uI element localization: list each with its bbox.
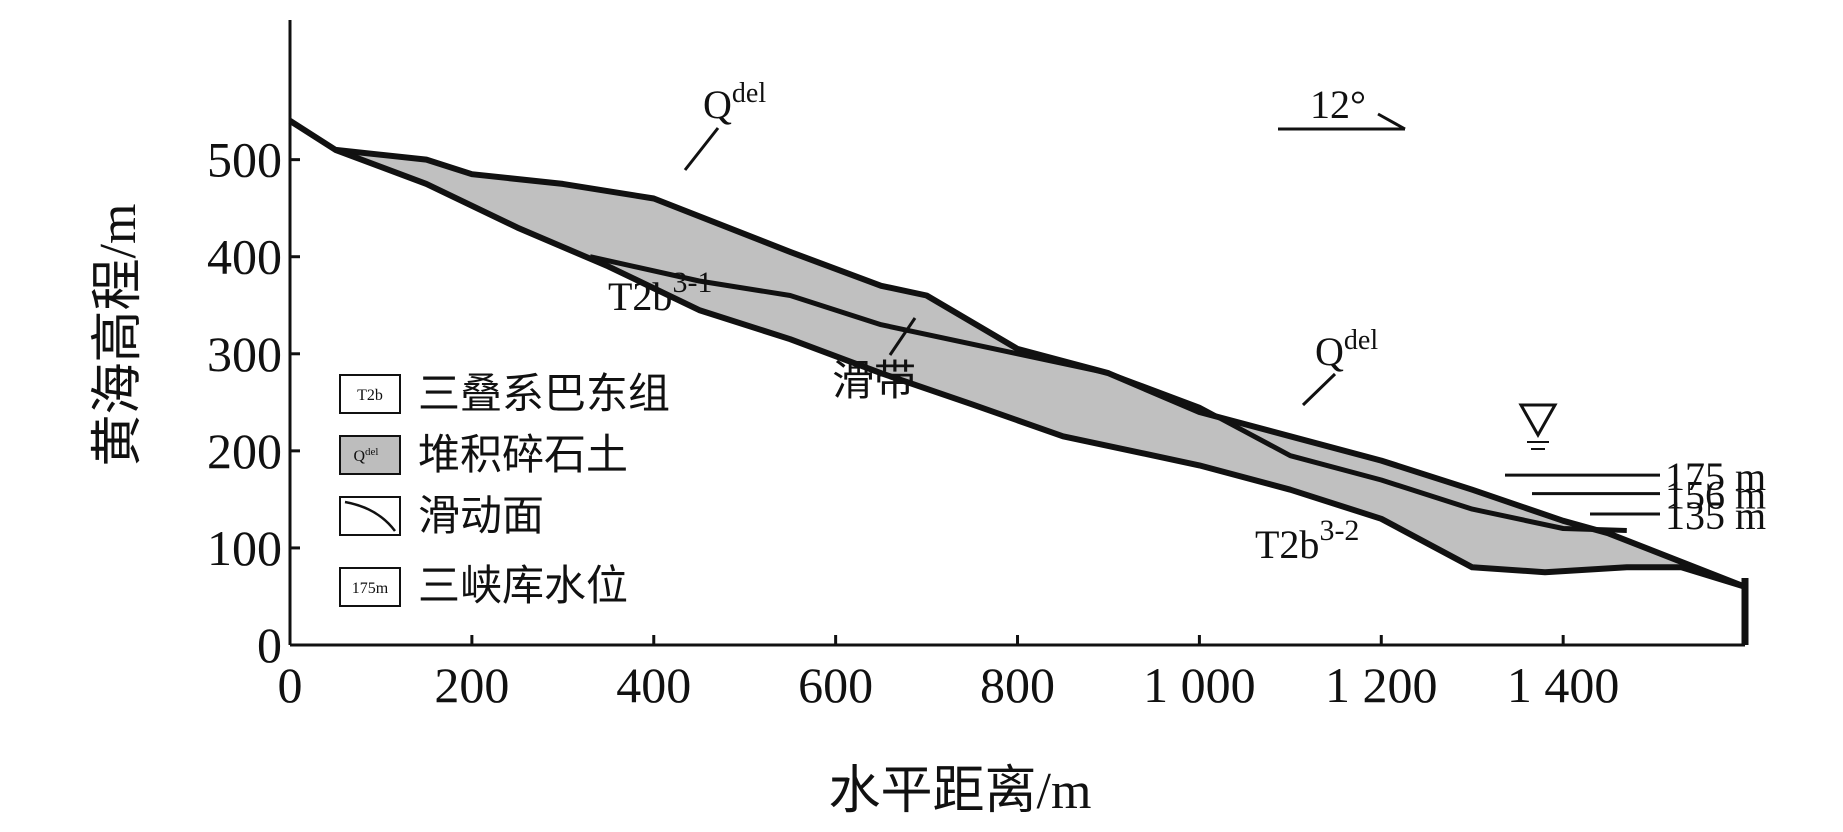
legend-label-water: 三峡库水位 — [418, 561, 628, 610]
legend: T2b 三叠系巴东组 Qdel 堆积碎石土 滑动面 175m 三峡库水位 — [339, 369, 670, 610]
svg-text:T2b3-2: T2b3-2 — [1255, 514, 1359, 567]
dip-indicator: 12° — [1278, 82, 1406, 131]
qdel-upper-leader — [683, 127, 720, 171]
y-tick-label: 500 — [207, 132, 282, 188]
qdel-lower-base: Q — [1315, 329, 1344, 374]
profile-lines — [288, 118, 1747, 590]
y-tick-label: 300 — [207, 326, 282, 382]
legend-item-water: 175m 三峡库水位 — [339, 561, 628, 610]
y-axis-title: 黄海高程/m — [90, 204, 147, 467]
x-tick-label: 600 — [798, 657, 873, 713]
x-tick-label: 800 — [980, 657, 1055, 713]
upper-slip-surface-line — [589, 254, 1627, 533]
deposit-layer — [335, 149, 1745, 587]
t2b32-label: T2b3-2 — [1255, 514, 1359, 567]
legend-symbol-175m: 175m — [352, 580, 389, 597]
deposit-polygon — [335, 149, 1745, 587]
qdel-upper-sup: del — [732, 78, 766, 109]
x-tick-label: 1 000 — [1143, 657, 1256, 713]
t2b31-sup: 3-1 — [672, 266, 712, 299]
slip-zone-leader — [888, 317, 917, 356]
dip-arrow-line — [1377, 112, 1406, 131]
legend-symbol-del: del — [365, 446, 378, 458]
t2b31-label: T2b3-1 — [608, 266, 712, 319]
qdel-lower-leader — [1301, 372, 1337, 407]
legend-item-slip: 滑动面 — [339, 491, 544, 540]
slip-curve-icon — [344, 500, 397, 532]
svg-text:Qdel: Qdel — [353, 446, 378, 465]
water-level-indicator — [1518, 403, 1558, 450]
legend-item-qdel: Qdel 堆积碎石土 — [339, 430, 628, 479]
t2b31-base: T2b — [608, 274, 672, 319]
x-tick-label: 0 — [278, 657, 303, 713]
t2b32-base: T2b — [1255, 522, 1319, 567]
ground-surface-line — [288, 118, 1747, 590]
legend-label-t2b: 三叠系巴东组 — [418, 369, 670, 418]
x-tick-label: 400 — [616, 657, 691, 713]
qdel-lower-sup: del — [1344, 325, 1378, 356]
svg-text:Qdel: Qdel — [1315, 325, 1378, 374]
qdel-upper-base: Q — [703, 82, 732, 127]
t2b32-sup: 3-2 — [1319, 514, 1359, 547]
legend-symbol-t2b: T2b — [357, 387, 383, 404]
svg-text:Qdel: Qdel — [703, 78, 766, 127]
y-tick-label: 400 — [207, 229, 282, 285]
y-tick-label: 100 — [207, 520, 282, 576]
dip-text: 12° — [1310, 82, 1366, 127]
legend-item-t2b: T2b 三叠系巴东组 — [339, 369, 670, 418]
water-level-label: 175 m — [1665, 454, 1766, 499]
legend-label-slip: 滑动面 — [418, 491, 544, 540]
x-axis-title: 水平距离/m — [829, 763, 1092, 820]
svg-text:T2b3-1: T2b3-1 — [608, 266, 712, 319]
water-level-label: 135 m — [1665, 493, 1766, 538]
slip-zone-text: 滑带 — [832, 356, 916, 405]
lower-slip-surface-line — [334, 147, 1746, 590]
legend-label-qdel: 堆积碎石土 — [418, 430, 628, 479]
y-tick-label: 0 — [257, 617, 282, 673]
water-level-label: 156 m — [1665, 473, 1766, 518]
y-tick-label: 200 — [207, 423, 282, 479]
qdel-label-lower: Qdel — [1301, 325, 1378, 407]
x-tick-label: 1 200 — [1325, 657, 1438, 713]
slip-zone-label: 滑带 — [832, 317, 917, 405]
y-ticks: 0 100 200 300 400 500 — [207, 132, 300, 673]
water-triangle-icon — [1518, 403, 1558, 439]
qdel-label-upper: Qdel — [683, 78, 766, 171]
x-tick-label: 200 — [434, 657, 509, 713]
x-tick-label: 1 400 — [1507, 657, 1620, 713]
legend-symbol-q: Q — [353, 448, 365, 465]
x-ticks: 0 200 400 600 800 1 000 1 200 1 400 — [278, 635, 1620, 713]
